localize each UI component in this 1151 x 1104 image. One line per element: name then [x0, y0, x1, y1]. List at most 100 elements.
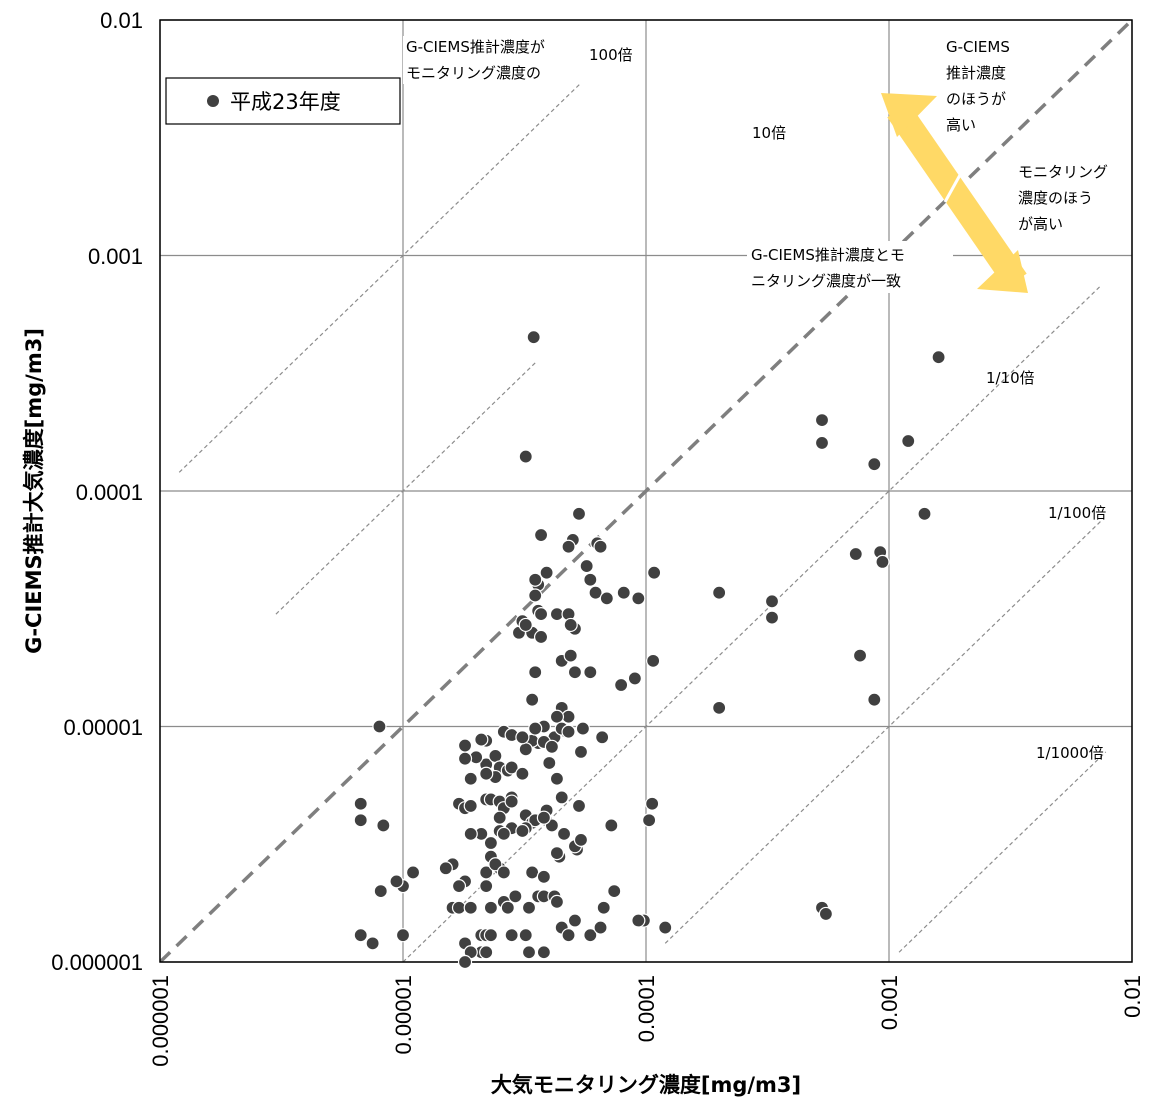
annotation-line: のほうが — [946, 90, 1006, 108]
data-point — [627, 671, 642, 686]
plot-area-border — [159, 19, 1133, 963]
legend-label: 平成23年度 — [230, 90, 341, 114]
data-point — [504, 794, 519, 809]
data-point — [457, 954, 473, 970]
data-point — [536, 810, 551, 825]
data-point — [365, 936, 380, 951]
ratio-label-1-100: 1/100倍 — [1048, 504, 1106, 522]
x-axis-title: 大気モニタリング濃度[mg/m3] — [491, 1073, 801, 1097]
data-point — [549, 894, 565, 909]
data-point — [353, 928, 368, 943]
data-point — [848, 546, 863, 562]
annotation-line: 濃度のほう — [1018, 189, 1093, 207]
data-point — [563, 617, 578, 633]
data-points — [353, 330, 946, 970]
data-point — [389, 874, 404, 889]
data-point — [521, 900, 537, 915]
data-point — [631, 591, 646, 606]
data-point — [658, 920, 673, 935]
data-point — [479, 865, 494, 880]
data-point — [533, 629, 549, 645]
data-point — [504, 928, 519, 943]
data-point — [645, 796, 660, 811]
data-point — [483, 900, 498, 915]
data-point — [593, 920, 608, 935]
data-point — [712, 585, 727, 600]
legend-marker — [207, 95, 219, 107]
data-point — [614, 677, 629, 693]
data-point — [528, 588, 543, 603]
x-tick-label: 0.000001 — [148, 975, 173, 1067]
legend: 平成23年度 — [165, 77, 401, 125]
data-point — [554, 790, 569, 805]
data-point — [479, 945, 494, 960]
data-point — [599, 591, 614, 606]
data-point — [549, 846, 565, 861]
data-point — [518, 449, 533, 464]
data-point — [496, 826, 511, 841]
data-point — [474, 732, 489, 747]
data-point — [549, 771, 565, 786]
data-point — [583, 665, 598, 680]
data-point — [931, 350, 946, 365]
data-point — [852, 648, 868, 663]
data-point — [483, 928, 498, 943]
annotation-line: 高い — [946, 116, 976, 134]
data-point — [479, 879, 494, 894]
data-point — [528, 572, 543, 587]
data-point — [549, 709, 565, 724]
data-point — [814, 413, 830, 428]
annotation-ratio-note: G-CIEMS推計濃度が モニタリング濃度の — [403, 36, 585, 84]
x-tick-label: 0.001 — [877, 975, 902, 1030]
data-point — [518, 742, 533, 757]
data-point — [528, 665, 543, 680]
data-point — [533, 607, 549, 622]
annotation-monitoring-higher: モニタリング 濃度のほう が高い — [1018, 163, 1108, 233]
data-point — [567, 665, 583, 680]
data-point — [556, 826, 572, 841]
data-point — [483, 835, 498, 851]
data-point — [488, 857, 503, 872]
data-point — [561, 539, 576, 554]
reference-line — [402, 284, 1103, 962]
data-point — [463, 826, 478, 841]
reference-line — [160, 20, 1132, 962]
x-tick-label: 0.0001 — [634, 975, 659, 1042]
data-point — [353, 813, 368, 828]
annotation-gciems-higher: G-CIEMS 推計濃度 のほうが 高い — [946, 38, 1010, 134]
y-tick-label: 0.01 — [100, 8, 143, 33]
data-point — [372, 719, 387, 734]
y-tick-label: 0.00001 — [63, 715, 143, 740]
data-point — [479, 766, 494, 781]
reference-line — [178, 77, 587, 473]
y-tick-labels: 0.01 0.001 0.0001 0.00001 0.000001 — [51, 8, 143, 975]
data-point — [457, 751, 473, 766]
annotation-line: モニタリング — [1018, 163, 1108, 181]
data-point — [373, 884, 388, 899]
ratio-label-1-10: 1/10倍 — [986, 369, 1035, 387]
data-point — [542, 755, 557, 771]
data-point — [583, 572, 598, 587]
data-point — [567, 913, 583, 928]
data-point — [457, 738, 473, 753]
data-point — [515, 766, 530, 781]
annotation-line: 推計濃度 — [946, 64, 1006, 82]
data-point — [500, 900, 515, 915]
data-point — [593, 539, 608, 554]
data-point — [525, 865, 540, 880]
y-tick-label: 0.001 — [88, 244, 143, 269]
reference-line — [898, 751, 1107, 953]
data-point — [573, 744, 589, 760]
reference-line — [664, 519, 1103, 944]
data-point — [515, 823, 530, 839]
ratio-label-100: 100倍 — [589, 46, 633, 64]
annotation-line: ニタリング濃度が一致 — [751, 272, 901, 290]
data-point — [575, 721, 591, 736]
data-point — [525, 692, 540, 707]
data-point — [571, 506, 587, 521]
y-tick-label: 0.0001 — [76, 480, 143, 505]
data-point — [917, 506, 932, 521]
data-point — [395, 928, 411, 943]
annotation-line: G-CIEMS推計濃度が — [406, 38, 545, 56]
